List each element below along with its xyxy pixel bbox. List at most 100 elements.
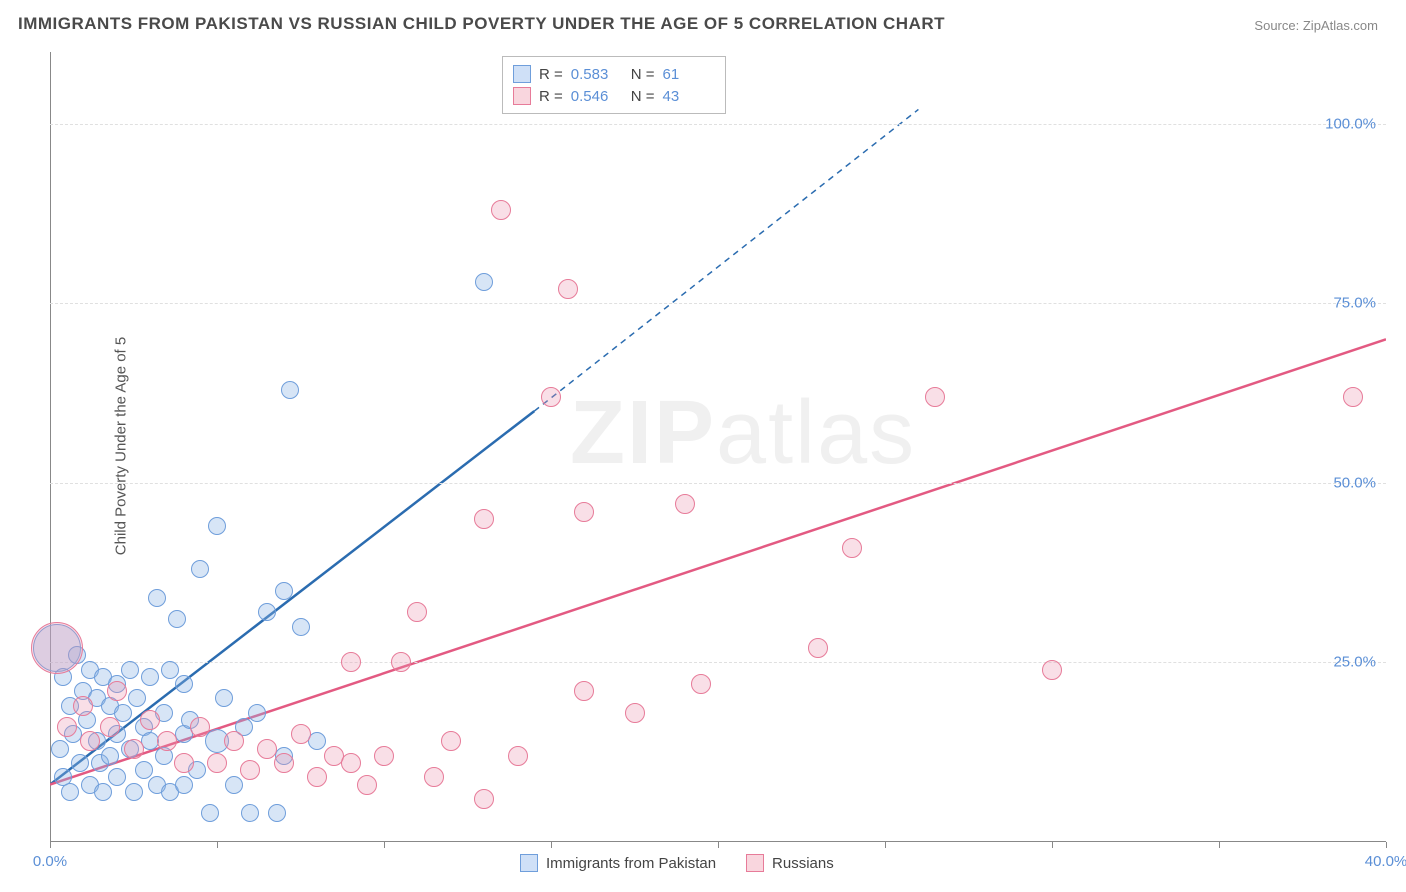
legend-n-value: 61 (663, 66, 715, 83)
x-tick-mark (1386, 842, 1387, 848)
data-point-russians (574, 502, 594, 522)
legend-r-value: 0.546 (571, 88, 623, 105)
data-point-russians (574, 681, 594, 701)
data-point-pakistan (475, 273, 493, 291)
x-tick-mark (551, 842, 552, 848)
data-point-pakistan (168, 610, 186, 628)
trend-line-dashed-pakistan (534, 109, 918, 411)
legend-swatch (513, 65, 531, 83)
data-point-pakistan (215, 689, 233, 707)
gridline-h (50, 303, 1386, 304)
data-point-russians (491, 200, 511, 220)
data-point-russians (391, 652, 411, 672)
data-point-russians (174, 753, 194, 773)
x-tick-label: 40.0% (1365, 853, 1406, 870)
data-point-russians (357, 775, 377, 795)
data-point-pakistan (241, 804, 259, 822)
gridline-h (50, 124, 1386, 125)
chart-title: IMMIGRANTS FROM PAKISTAN VS RUSSIAN CHIL… (18, 14, 945, 34)
data-point-russians (291, 724, 311, 744)
legend-row: R = 0.583 N = 61 (513, 63, 715, 85)
data-point-pakistan (268, 804, 286, 822)
data-point-pakistan (71, 754, 89, 772)
data-point-pakistan (125, 783, 143, 801)
data-point-russians (100, 717, 120, 737)
x-tick-label: 0.0% (33, 853, 67, 870)
source-attribution: Source: ZipAtlas.com (1254, 18, 1378, 33)
x-tick-mark (217, 842, 218, 848)
data-point-pakistan (275, 582, 293, 600)
legend-r-label: R = (539, 66, 563, 83)
x-tick-mark (384, 842, 385, 848)
data-point-russians (31, 622, 83, 674)
data-point-pakistan (128, 689, 146, 707)
data-point-russians (374, 746, 394, 766)
data-point-pakistan (308, 732, 326, 750)
data-point-russians (625, 703, 645, 723)
data-point-pakistan (175, 675, 193, 693)
x-tick-mark (1052, 842, 1053, 848)
y-tick-label: 25.0% (1333, 654, 1376, 671)
data-point-russians (257, 739, 277, 759)
data-point-pakistan (208, 517, 226, 535)
x-tick-mark (885, 842, 886, 848)
source-link[interactable]: ZipAtlas.com (1303, 18, 1378, 33)
data-point-russians (157, 731, 177, 751)
y-tick-label: 75.0% (1333, 295, 1376, 312)
legend-series: Immigrants from Pakistan Russians (520, 854, 834, 872)
plot-area: ZIPatlas 25.0%50.0%75.0%100.0%0.0%40.0%R… (50, 52, 1386, 842)
source-label: Source: (1254, 18, 1299, 33)
legend-n-label: N = (631, 66, 655, 83)
data-point-russians (508, 746, 528, 766)
data-point-russians (73, 696, 93, 716)
watermark: ZIPatlas (570, 382, 916, 485)
data-point-russians (1042, 660, 1062, 680)
data-point-pakistan (121, 661, 139, 679)
data-point-russians (341, 652, 361, 672)
data-point-pakistan (175, 776, 193, 794)
y-tick-label: 100.0% (1325, 115, 1376, 132)
data-point-russians (808, 638, 828, 658)
data-point-russians (140, 710, 160, 730)
data-point-russians (842, 538, 862, 558)
legend-n-label: N = (631, 88, 655, 105)
data-point-pakistan (135, 761, 153, 779)
gridline-h (50, 662, 1386, 663)
legend-correlation: R = 0.583 N = 61R = 0.546 N = 43 (502, 56, 726, 114)
data-point-pakistan (191, 560, 209, 578)
data-point-russians (57, 717, 77, 737)
data-point-russians (224, 731, 244, 751)
legend-swatch (513, 87, 531, 105)
data-point-pakistan (101, 747, 119, 765)
legend-swatch (520, 854, 538, 872)
x-tick-mark (718, 842, 719, 848)
data-point-russians (541, 387, 561, 407)
data-point-pakistan (51, 740, 69, 758)
legend-r-value: 0.583 (571, 66, 623, 83)
data-point-pakistan (281, 381, 299, 399)
data-point-russians (691, 674, 711, 694)
data-point-russians (274, 753, 294, 773)
legend-label: Immigrants from Pakistan (546, 855, 716, 872)
data-point-russians (407, 602, 427, 622)
data-point-russians (207, 753, 227, 773)
legend-n-value: 43 (663, 88, 715, 105)
data-point-pakistan (248, 704, 266, 722)
data-point-pakistan (161, 661, 179, 679)
data-point-russians (558, 279, 578, 299)
data-point-pakistan (201, 804, 219, 822)
data-point-russians (240, 760, 260, 780)
data-point-russians (1343, 387, 1363, 407)
data-point-pakistan (108, 768, 126, 786)
data-point-pakistan (94, 783, 112, 801)
data-point-russians (675, 494, 695, 514)
data-point-russians (424, 767, 444, 787)
data-point-russians (474, 509, 494, 529)
legend-row: R =0.546N =43 (513, 85, 715, 107)
data-point-pakistan (61, 783, 79, 801)
data-point-russians (190, 717, 210, 737)
legend-item: Russians (746, 854, 834, 872)
data-point-russians (80, 731, 100, 751)
data-point-russians (474, 789, 494, 809)
data-point-russians (441, 731, 461, 751)
